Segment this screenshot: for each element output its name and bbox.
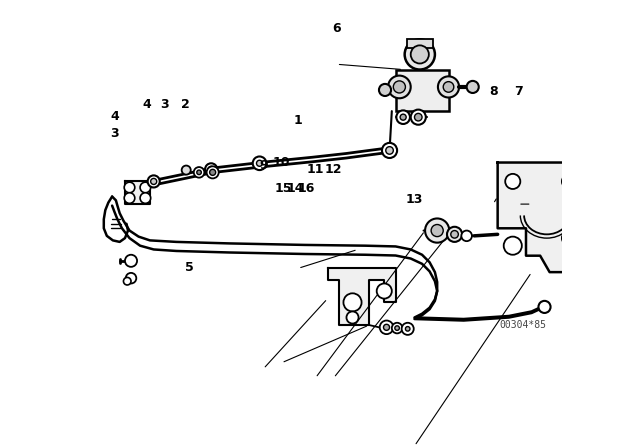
Text: 3: 3 xyxy=(160,99,168,112)
Circle shape xyxy=(451,231,458,238)
Circle shape xyxy=(182,166,191,175)
Circle shape xyxy=(447,227,462,242)
Circle shape xyxy=(504,237,522,255)
Text: 11: 11 xyxy=(307,163,324,176)
Circle shape xyxy=(402,323,413,335)
Circle shape xyxy=(562,231,577,246)
Text: 4: 4 xyxy=(110,110,119,123)
Circle shape xyxy=(257,160,262,166)
Circle shape xyxy=(415,113,422,121)
Text: 2: 2 xyxy=(181,99,190,112)
Circle shape xyxy=(467,81,479,93)
Text: 4: 4 xyxy=(143,99,152,112)
Circle shape xyxy=(379,84,391,96)
Circle shape xyxy=(208,166,214,172)
Circle shape xyxy=(124,193,135,203)
Circle shape xyxy=(196,170,202,175)
Text: 6: 6 xyxy=(333,22,341,35)
Bar xyxy=(407,39,433,48)
Circle shape xyxy=(380,320,394,334)
Text: 7: 7 xyxy=(514,85,523,98)
Circle shape xyxy=(125,255,137,267)
Circle shape xyxy=(124,182,135,193)
Circle shape xyxy=(205,163,217,175)
Circle shape xyxy=(377,284,392,299)
Circle shape xyxy=(444,82,454,92)
Circle shape xyxy=(411,45,429,64)
Text: 13: 13 xyxy=(406,193,423,207)
Text: 15: 15 xyxy=(275,182,292,195)
Circle shape xyxy=(400,114,406,120)
Circle shape xyxy=(396,110,410,124)
Circle shape xyxy=(411,110,426,125)
Circle shape xyxy=(148,175,160,187)
Circle shape xyxy=(383,324,390,330)
Text: 12: 12 xyxy=(324,163,342,176)
Circle shape xyxy=(140,182,150,193)
Text: 5: 5 xyxy=(185,261,194,274)
Text: 14: 14 xyxy=(286,182,303,195)
Circle shape xyxy=(438,76,459,98)
Text: 16: 16 xyxy=(298,182,315,195)
Circle shape xyxy=(346,311,358,323)
Circle shape xyxy=(386,146,394,154)
Circle shape xyxy=(505,174,520,189)
Circle shape xyxy=(253,156,266,170)
Text: 8: 8 xyxy=(489,85,497,98)
Circle shape xyxy=(461,231,472,241)
Circle shape xyxy=(388,76,411,98)
Circle shape xyxy=(210,169,216,175)
Circle shape xyxy=(344,293,362,311)
Circle shape xyxy=(194,167,204,178)
Bar xyxy=(396,69,449,111)
Circle shape xyxy=(431,224,444,237)
Text: 3: 3 xyxy=(110,127,118,140)
Text: 9: 9 xyxy=(259,159,268,172)
Polygon shape xyxy=(328,268,396,325)
Circle shape xyxy=(425,219,449,243)
Text: 1: 1 xyxy=(294,114,303,127)
Circle shape xyxy=(392,323,403,333)
Circle shape xyxy=(394,81,405,93)
Polygon shape xyxy=(498,163,592,272)
Circle shape xyxy=(538,301,550,313)
Circle shape xyxy=(124,277,131,285)
Circle shape xyxy=(562,174,577,189)
Circle shape xyxy=(404,39,435,69)
Circle shape xyxy=(382,143,397,158)
Text: 00304*85: 00304*85 xyxy=(500,319,547,330)
Circle shape xyxy=(125,273,136,284)
Circle shape xyxy=(207,166,219,178)
Text: 10: 10 xyxy=(273,156,290,169)
Circle shape xyxy=(405,327,410,331)
Polygon shape xyxy=(125,181,150,204)
Circle shape xyxy=(395,326,399,330)
Circle shape xyxy=(150,178,157,185)
Circle shape xyxy=(140,193,150,203)
